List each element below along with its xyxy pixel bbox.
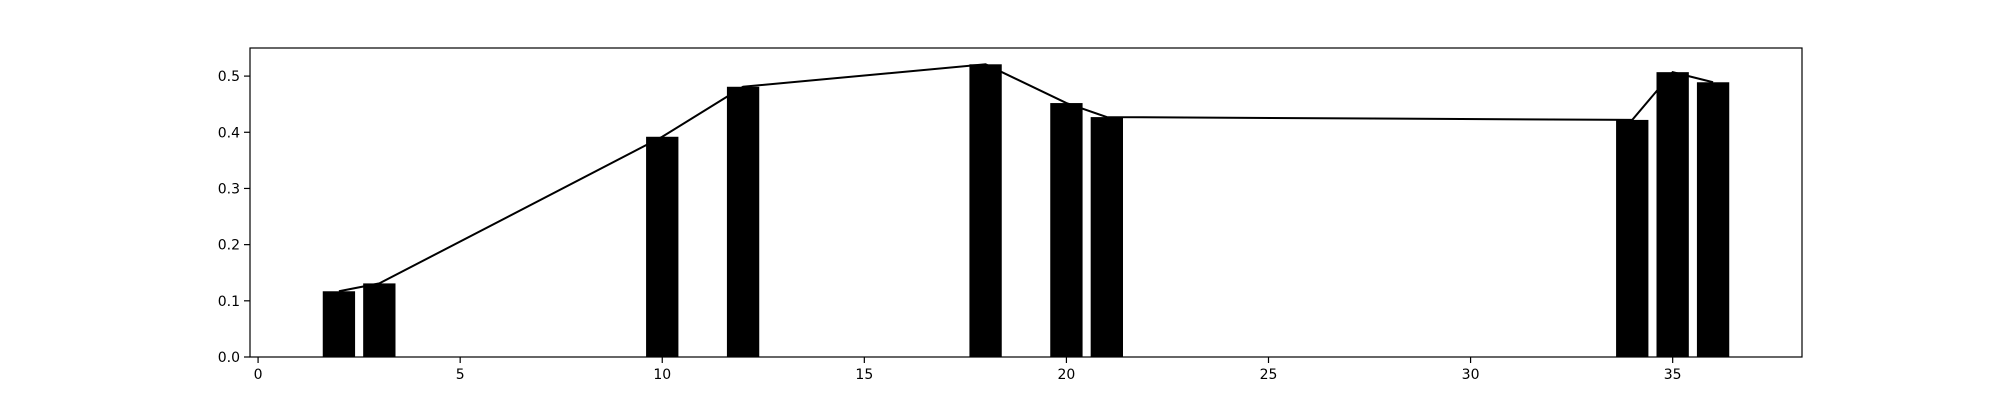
x-tick-label: 20 bbox=[1058, 367, 1076, 383]
x-tick-label: 35 bbox=[1664, 367, 1682, 383]
bar-20 bbox=[1050, 103, 1083, 357]
y-tick-label: 0.1 bbox=[218, 294, 240, 310]
bars-layer bbox=[322, 64, 1730, 358]
line-layer bbox=[338, 63, 1714, 293]
bar-21 bbox=[1090, 117, 1123, 357]
bar-12 bbox=[726, 86, 760, 358]
bar-18 bbox=[969, 64, 1002, 357]
y-tick-label: 0.2 bbox=[218, 238, 240, 254]
bar-34 bbox=[1616, 119, 1649, 357]
plot-frame bbox=[249, 47, 1803, 358]
x-tick-label: 25 bbox=[1260, 367, 1278, 383]
y-axis: 0.0 0.1 0.2 0.3 0.4 0.5 bbox=[218, 69, 250, 366]
series-line bbox=[338, 63, 1714, 293]
bar-36 bbox=[1696, 82, 1730, 358]
bar-10 bbox=[646, 136, 679, 357]
x-tick-label: 10 bbox=[653, 367, 671, 383]
bar-3 bbox=[363, 283, 396, 357]
y-tick-label: 0.5 bbox=[218, 69, 240, 85]
x-tick-label: 15 bbox=[855, 367, 873, 383]
bar-35 bbox=[1656, 72, 1689, 357]
x-axis: 0 5 10 15 20 25 30 35 bbox=[254, 357, 1682, 383]
y-tick-label: 0.3 bbox=[218, 181, 240, 197]
y-tick-label: 0.0 bbox=[218, 350, 240, 366]
x-tick-label: 5 bbox=[456, 367, 465, 383]
x-tick-label: 30 bbox=[1462, 367, 1480, 383]
x-tick-label: 0 bbox=[254, 367, 263, 383]
y-tick-label: 0.4 bbox=[218, 125, 240, 141]
bar-2 bbox=[322, 291, 356, 357]
